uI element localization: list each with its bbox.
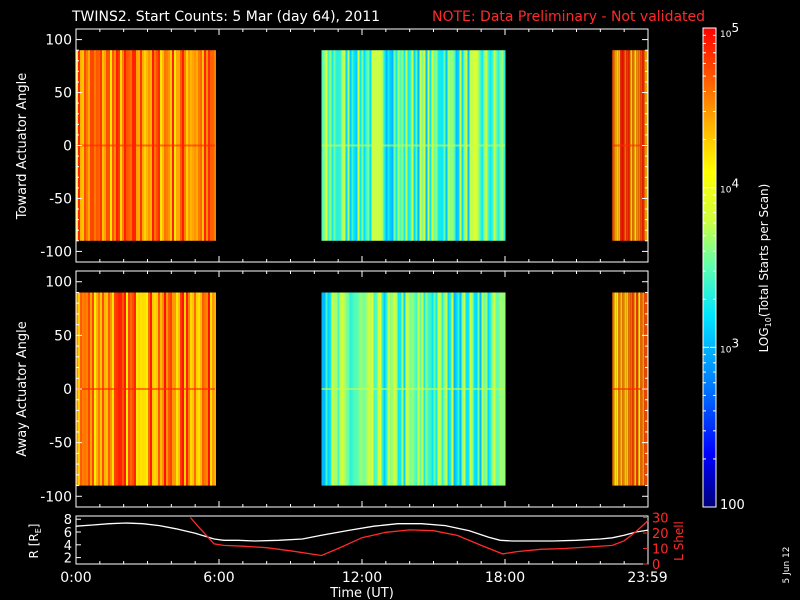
y-tick-label: 0 (63, 382, 72, 398)
time-tick-label: 18:00 (485, 570, 525, 586)
colorbar-gradient (703, 28, 716, 507)
r-tick-label: 2 (64, 552, 72, 567)
heatmap-segment (76, 292, 216, 486)
toward-heatmap (76, 50, 649, 241)
away-y-ticks: 100 50 0 -50 -100 (40, 271, 649, 507)
y-tick-label: 50 (54, 86, 72, 102)
colorbar-frame (702, 27, 717, 508)
heatmap-segment (321, 50, 506, 241)
heatmap-segment (321, 292, 506, 486)
lshell-tick-label: 30 (652, 512, 669, 527)
away-heatmap (76, 292, 649, 486)
lshell-tick-label: 0 (652, 558, 660, 573)
lshell-tick-label: 10 (652, 543, 669, 558)
r-tick-label: 4 (64, 539, 72, 554)
colorbar-tick-label: 100 (720, 498, 745, 513)
time-tick-label: 23:59 (627, 570, 667, 586)
time-tick-label: 6:00 (203, 570, 234, 586)
orbit-plot-frame (75, 515, 649, 565)
colorbar-tick-label: 104 (720, 177, 739, 196)
y-tick-label: 100 (45, 275, 72, 291)
toward-y-axis-label: Toward Actuator Angle (15, 73, 30, 220)
lshell-tick-label: 20 (652, 527, 669, 542)
heatmap-column (214, 292, 216, 486)
y-tick-label: -100 (40, 489, 72, 505)
toward-y-ticks: 100 50 0 -50 -100 (40, 29, 649, 262)
r-axis-label: R [RE] (27, 524, 43, 559)
r-tick-label: 6 (64, 526, 72, 541)
x-axis-label: Time (UT) (329, 586, 394, 600)
y-tick-label: 50 (54, 328, 72, 344)
orbit-lines (75, 517, 649, 557)
colorbar: 105 104 103 100 LOG10(Total Starts per Scan… (702, 21, 773, 513)
y-tick-label: 100 (45, 33, 72, 49)
y-tick-label: -50 (49, 436, 72, 452)
time-x-ticks: 0:00 6:00 12:00 18:00 23:59 (60, 559, 668, 586)
colorbar-tick-label: 103 (720, 336, 739, 355)
r-line (75, 522, 649, 542)
chart-title: TWINS2. Start Counts: 5 Mar (day 64), 20… (71, 9, 380, 25)
heatmap-segment (76, 50, 216, 241)
toward-angle-panel: 100 50 0 -50 -100 Toward Actuator Angle (15, 28, 649, 263)
y-tick-label: -100 (40, 244, 72, 260)
heatmap-column (214, 50, 216, 241)
colorbar-label: LOG10(Total Starts per Scan) (757, 184, 773, 353)
lshell-line (189, 517, 649, 557)
generation-date: 5 Jun 12 (782, 547, 792, 584)
time-tick-label: 0:00 (60, 570, 91, 586)
away-angle-panel: 100 50 0 -50 -100 Away Actuator Angle (15, 270, 649, 508)
colorbar-ticks: 105 104 103 100 (703, 21, 745, 513)
y-tick-label: -50 (49, 191, 72, 207)
lshell-axis-label: L Shell (672, 521, 686, 561)
colorbar-tick-label: 105 (720, 21, 739, 40)
away-y-axis-label: Away Actuator Angle (15, 321, 30, 456)
r-tick-label: 8 (64, 513, 72, 528)
preliminary-note: NOTE: Data Preliminary - Not validated (432, 9, 705, 25)
y-tick-label: 0 (63, 139, 72, 155)
time-tick-label: 12:00 (342, 570, 382, 586)
